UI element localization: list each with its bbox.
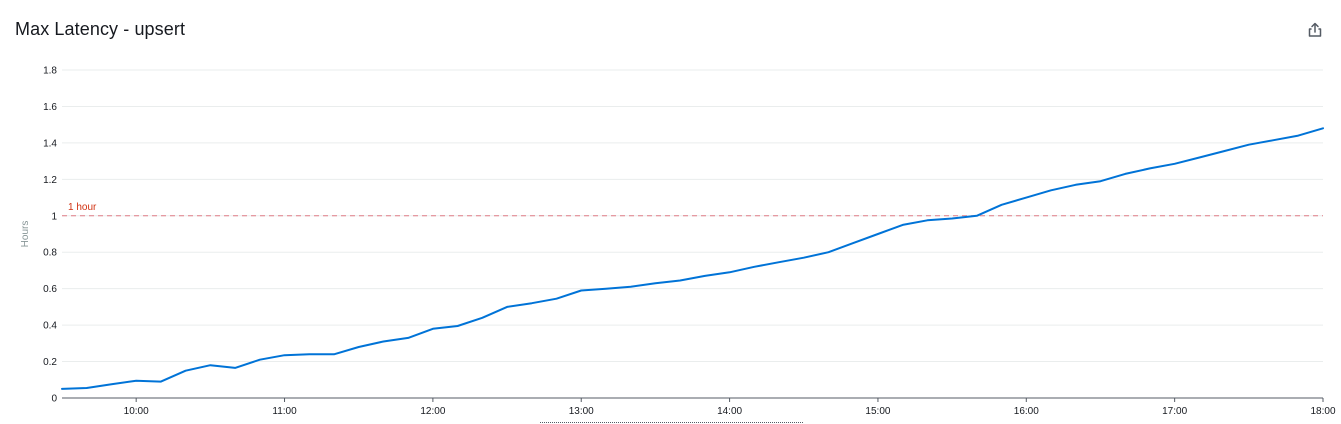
y-axis-title: Hours — [20, 221, 31, 248]
series-line-max-latency — [61, 127, 1324, 390]
y-tick-label: 1 — [51, 211, 57, 222]
x-tick-label: 18:00 — [1310, 406, 1335, 417]
x-tick-label: 10:00 — [124, 406, 149, 417]
x-tick-label: 16:00 — [1014, 406, 1039, 417]
x-tick-label: 17:00 — [1162, 406, 1187, 417]
grid-layer — [62, 69, 1323, 363]
y-tick-label: 0 — [51, 394, 57, 405]
y-tick-label: 0.6 — [43, 284, 57, 295]
chart-title: Max Latency - upsert — [15, 19, 186, 39]
y-tick-label: 0.2 — [43, 357, 57, 368]
y-tick-label: 0.4 — [43, 321, 57, 332]
y-tick-label: 1.6 — [43, 102, 57, 113]
threshold-label: 1 hour — [68, 202, 97, 213]
x-tick-label: 15:00 — [865, 406, 890, 417]
y-tick-label: 1.2 — [43, 175, 57, 186]
time-range-indicator — [540, 422, 803, 423]
share-icon — [1308, 22, 1322, 37]
x-tick-label: 12:00 — [420, 406, 445, 417]
threshold-layer: 1 hour — [62, 202, 1323, 217]
y-tick-label: 0.8 — [43, 248, 57, 259]
x-tick-label: 11:00 — [272, 406, 297, 417]
axis-layer: 0 0.2 0.4 0.6 0.8 1 1.2 1.4 1.6 1.8 10:00 11:00 12:0… — [20, 66, 1336, 418]
x-tick-label: 13:00 — [569, 406, 594, 417]
series-layer — [61, 127, 1324, 390]
y-tick-label: 1.4 — [43, 138, 57, 149]
share-button[interactable] — [1304, 19, 1326, 41]
x-tick-label: 14:00 — [717, 406, 742, 417]
y-tick-label: 1.8 — [43, 66, 57, 77]
